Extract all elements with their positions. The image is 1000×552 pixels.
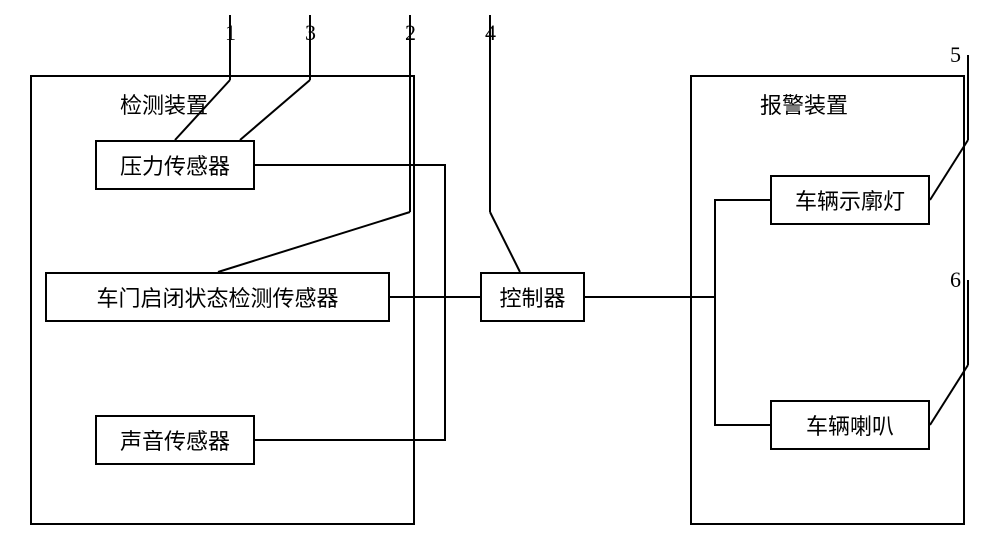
- node-horn: 车辆喇叭: [770, 400, 930, 450]
- node-side-light: 车辆示廓灯: [770, 175, 930, 225]
- group-alarm: [690, 75, 965, 525]
- callout-5: 5: [950, 42, 961, 68]
- callout-4: 4: [485, 20, 496, 46]
- group-alarm-title: 报警装置: [760, 88, 848, 120]
- callout-2: 2: [405, 20, 416, 46]
- node-pressure-sensor: 压力传感器: [95, 140, 255, 190]
- callout-6: 6: [950, 267, 961, 293]
- group-detect-title: 检测装置: [120, 88, 208, 120]
- node-door-state-sensor: 车门启闭状态检测传感器: [45, 272, 390, 322]
- callout-1: 1: [225, 20, 236, 46]
- node-controller: 控制器: [480, 272, 585, 322]
- callout-3: 3: [305, 20, 316, 46]
- node-sound-sensor: 声音传感器: [95, 415, 255, 465]
